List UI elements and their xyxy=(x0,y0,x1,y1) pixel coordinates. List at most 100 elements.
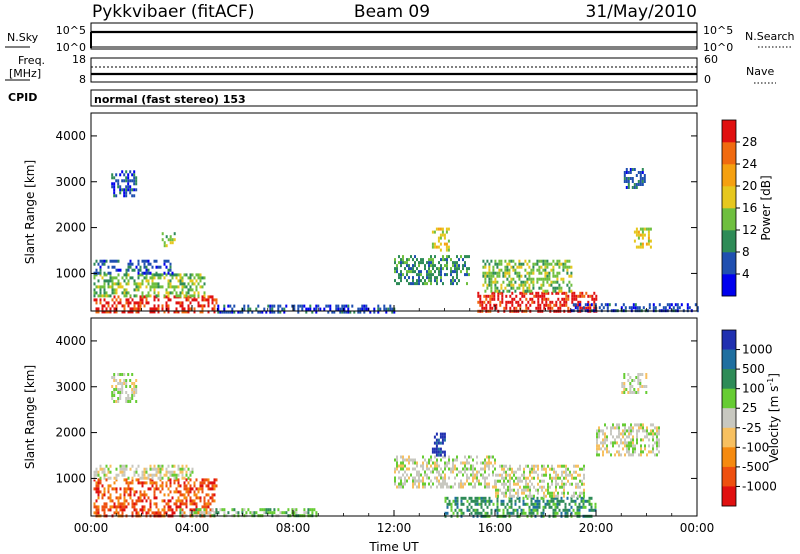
power-cell xyxy=(175,301,178,305)
velocity-cell xyxy=(522,499,525,503)
velocity-cell xyxy=(193,493,196,497)
velocity-colorbar-tick-label: -25 xyxy=(742,421,762,435)
velocity-cell xyxy=(533,464,535,468)
velocity-cell xyxy=(629,388,632,391)
velocity-cell xyxy=(127,397,130,400)
velocity-cell xyxy=(504,505,507,509)
power-cell xyxy=(447,239,450,243)
power-cell xyxy=(95,301,98,305)
velocity-cell xyxy=(221,508,224,512)
velocity-cell xyxy=(598,432,600,436)
power-cell xyxy=(269,307,272,311)
velocity-cell xyxy=(494,458,496,462)
velocity-cell xyxy=(444,479,446,483)
velocity-cell xyxy=(400,464,402,468)
velocity-cell xyxy=(478,496,481,500)
power-cell xyxy=(247,310,250,314)
power-cell xyxy=(584,303,587,307)
velocity-cell xyxy=(165,473,168,477)
power-cell xyxy=(483,300,486,304)
velocity-cell xyxy=(442,470,444,474)
velocity-cell xyxy=(472,508,475,512)
velocity-cell xyxy=(101,508,104,512)
power-cell xyxy=(490,274,493,278)
power-cell xyxy=(606,306,609,310)
velocity-cell xyxy=(125,379,128,382)
power-cell xyxy=(121,170,124,174)
velocity-cell xyxy=(313,508,316,512)
power-cell xyxy=(490,259,493,263)
velocity-cell xyxy=(452,499,455,503)
velocity-cell xyxy=(604,435,606,439)
power-cell xyxy=(151,279,154,283)
power-cell xyxy=(165,235,168,239)
power-cell xyxy=(139,298,142,302)
velocity-cell xyxy=(416,461,418,465)
power-cell xyxy=(243,304,246,308)
velocity-cell xyxy=(402,482,404,486)
power-cell xyxy=(560,277,563,281)
power-cell xyxy=(483,294,486,298)
velocity-cell xyxy=(97,473,100,477)
power-cell xyxy=(418,282,420,286)
velocity-cell xyxy=(474,476,476,480)
power-cell xyxy=(167,259,170,263)
power-cell xyxy=(479,294,482,298)
power-cell xyxy=(169,298,172,302)
power-cell xyxy=(492,274,495,278)
velocity-cell xyxy=(434,476,436,480)
power-cell xyxy=(115,282,118,286)
velocity-cell xyxy=(408,467,410,471)
power-cell xyxy=(363,304,366,308)
power-cell xyxy=(536,268,539,272)
power-cell xyxy=(307,307,310,311)
power-cell xyxy=(512,286,515,290)
velocity-cell xyxy=(131,391,134,394)
power-cell xyxy=(541,300,544,304)
power-cell xyxy=(95,273,98,277)
velocity-cell xyxy=(265,511,268,515)
velocity-cell xyxy=(632,444,634,448)
velocity-cell xyxy=(187,493,190,497)
power-cell xyxy=(103,262,106,266)
velocity-cell xyxy=(426,473,428,477)
power-cell xyxy=(131,307,134,311)
power-cell xyxy=(560,286,563,290)
velocity-cell xyxy=(115,508,118,512)
velocity-cell xyxy=(480,473,482,477)
power-cell xyxy=(414,255,416,259)
velocity-cell xyxy=(398,470,400,474)
power-cell xyxy=(127,265,130,269)
power-cell xyxy=(147,282,150,286)
velocity-cell xyxy=(173,473,176,477)
power-cell xyxy=(155,285,158,289)
power-cell xyxy=(439,227,442,231)
power-cell xyxy=(563,291,566,295)
velocity-cell xyxy=(129,379,132,382)
power-cell xyxy=(127,304,130,308)
velocity-cell xyxy=(517,494,519,498)
power-cell xyxy=(271,304,274,308)
power-cell xyxy=(496,271,499,275)
velocity-cell xyxy=(211,499,214,503)
velocity-cell xyxy=(408,461,410,465)
velocity-cell xyxy=(492,485,494,489)
power-cell xyxy=(139,273,142,277)
velocity-cell xyxy=(511,494,513,498)
power-cell xyxy=(420,273,422,277)
power-cell xyxy=(575,297,578,301)
velocity-cell xyxy=(523,485,525,489)
power-cell xyxy=(488,262,491,266)
power-cell xyxy=(199,304,202,308)
power-cell xyxy=(532,277,535,281)
velocity-cell xyxy=(458,508,461,512)
velocity-cell xyxy=(177,499,180,503)
velocity-cell xyxy=(450,505,453,509)
velocity-cell xyxy=(606,444,608,448)
velocity-cell xyxy=(153,473,156,477)
power-cell xyxy=(462,258,464,262)
velocity-cell xyxy=(464,496,467,500)
power-cell xyxy=(494,286,497,290)
power-cell xyxy=(525,291,528,295)
power-cell xyxy=(422,261,424,265)
